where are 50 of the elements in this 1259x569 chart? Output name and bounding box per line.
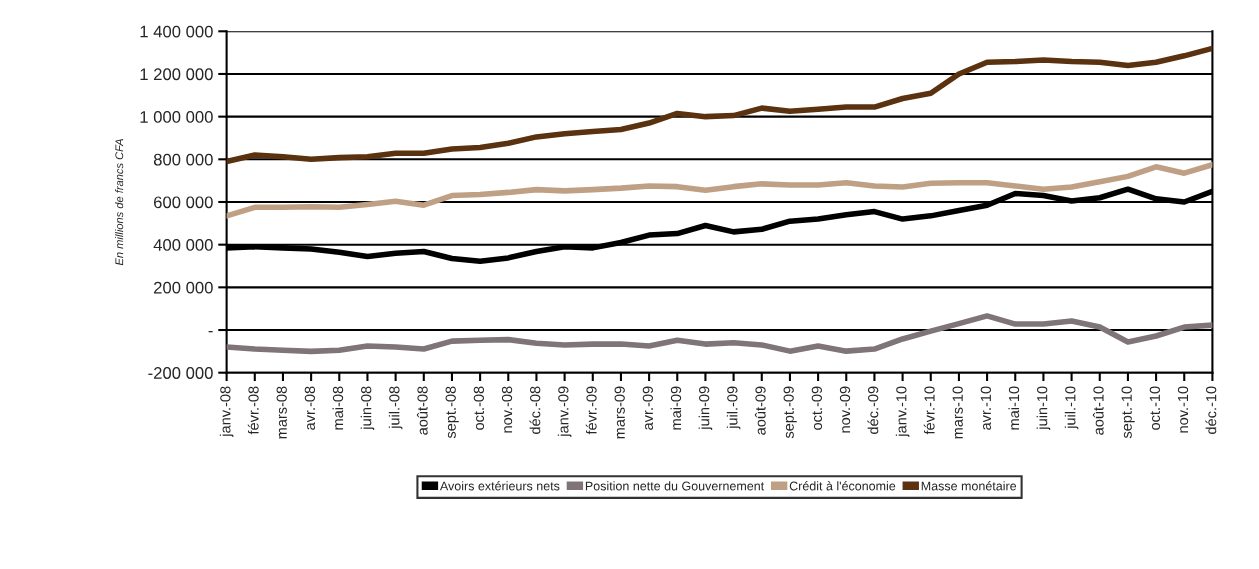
x-tick-label: oct.-09 — [811, 386, 823, 430]
y-axis-title: En millions de francs CFA — [115, 139, 124, 266]
x-tick-label: mai-08 — [332, 386, 344, 430]
x-tick-label: févr.-08 — [247, 386, 259, 435]
y-tick-label: 1 400 000 — [140, 25, 213, 38]
x-tick-label: févr.-09 — [585, 386, 597, 435]
x-tick-label: janv.-09 — [557, 386, 572, 438]
x-tick-label: sept.-08 — [445, 386, 459, 439]
x-tick-label: mai-09 — [670, 386, 682, 430]
y-tick-label: - — [208, 330, 213, 333]
x-tick-label: déc.-09 — [867, 386, 879, 434]
x-tick-label: juil.-09 — [726, 386, 741, 430]
x-tick-label: nov.-08 — [501, 386, 513, 433]
legend-label: Crédit à l'économie — [789, 481, 896, 491]
x-tick-label: août-10 — [1092, 386, 1104, 435]
legend-label: Avoirs extérieurs nets — [439, 481, 560, 491]
x-tick-label: nov.-09 — [839, 386, 851, 433]
x-tick-label: avr.-09 — [642, 386, 654, 430]
x-tick-label: mai-10 — [1008, 386, 1020, 430]
x-tick-label: mars-09 — [614, 386, 625, 439]
legend-label: Position nette du Gouvernement — [585, 481, 765, 491]
x-tick-label: févr.-10 — [923, 386, 935, 435]
x-tick-label: juil.-08 — [388, 386, 403, 430]
legend-label: Masse monétaire — [921, 481, 1017, 491]
x-tick-label: janv.-10 — [895, 386, 910, 438]
x-tick-label: déc.-08 — [529, 386, 541, 434]
y-tick-label: -200 000 — [148, 367, 213, 379]
x-tick-label: avr.-10 — [980, 386, 992, 430]
x-tick-label: avr.-08 — [304, 386, 316, 430]
x-tick-label: mars-08 — [276, 386, 287, 439]
x-tick-label: oct.-10 — [1149, 386, 1160, 430]
y-tick-label: 800 000 — [153, 153, 213, 166]
x-tick-label: sept.-09 — [783, 386, 797, 439]
y-tick-label: 600 000 — [154, 196, 213, 209]
x-tick-label: janv.-08 — [219, 386, 234, 438]
x-tick-label: août-09 — [754, 386, 766, 435]
x-tick-label: août-08 — [416, 386, 428, 435]
y-tick-label: 1 000 000 — [140, 111, 213, 123]
y-tick-label: 1 200 000 — [140, 68, 213, 81]
x-tick-label: sept.-10 — [1121, 386, 1135, 439]
x-tick-label: oct.-08 — [473, 386, 485, 430]
x-tick-label: juin-08 — [360, 386, 375, 431]
x-tick-label: juin-10 — [1036, 386, 1051, 431]
x-tick-label: déc.-10 — [1205, 386, 1217, 434]
x-tick-label: juin-09 — [698, 386, 713, 431]
x-tick-label: nov.-10 — [1177, 386, 1189, 433]
x-tick-label: juil.-10 — [1064, 386, 1079, 430]
y-tick-label: 200 000 — [154, 281, 213, 294]
x-tick-label: mars-10 — [952, 386, 963, 439]
y-tick-label: 400 000 — [153, 239, 213, 251]
